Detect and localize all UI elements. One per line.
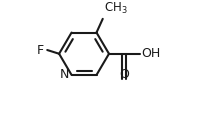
Text: F: F	[37, 43, 44, 57]
Text: CH$_3$: CH$_3$	[104, 1, 128, 16]
Text: OH: OH	[141, 47, 161, 60]
Text: O: O	[119, 68, 129, 81]
Text: N: N	[60, 68, 69, 81]
